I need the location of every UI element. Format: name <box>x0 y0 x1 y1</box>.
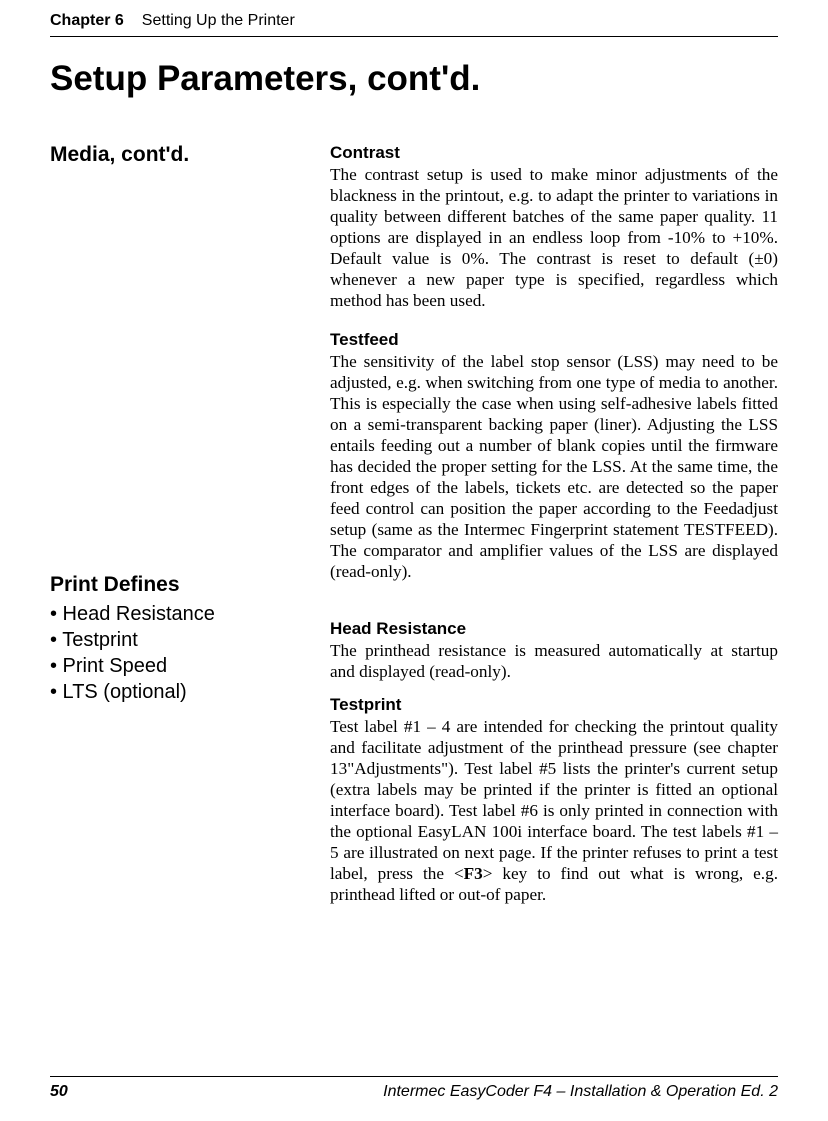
sidebar-media-heading: Media, cont'd. <box>50 143 300 167</box>
sidebar-print-defines-heading: Print Defines <box>50 573 300 597</box>
testprint-heading: Testprint <box>330 695 778 715</box>
head-resistance-heading: Head Resistance <box>330 619 778 639</box>
head-resistance-paragraph: The printhead resistance is measured aut… <box>330 641 778 683</box>
chapter-title: Setting Up the Printer <box>142 12 295 30</box>
page-header: Chapter 6 Setting Up the Printer <box>50 0 778 37</box>
bullet-lts: • LTS (optional) <box>50 679 300 705</box>
footer-text: Intermec EasyCoder F4 – Installation & O… <box>383 1083 778 1101</box>
testprint-key: F3 <box>464 864 483 883</box>
body-column: Contrast The contrast setup is used to m… <box>330 143 778 924</box>
content-columns: Media, cont'd. Print Defines • Head Resi… <box>50 143 778 924</box>
testprint-paragraph: Test label #1 – 4 are intended for check… <box>330 717 778 906</box>
page-number: 50 <box>50 1083 68 1101</box>
bullet-head-resistance: • Head Resistance <box>50 601 300 627</box>
testfeed-heading: Testfeed <box>330 330 778 350</box>
bullet-testprint: • Testprint <box>50 627 300 653</box>
page-title: Setup Parameters, cont'd. <box>50 59 778 99</box>
chapter-label: Chapter 6 <box>50 12 124 30</box>
sidebar-column: Media, cont'd. Print Defines • Head Resi… <box>50 143 300 924</box>
sidebar-spacer <box>50 171 300 573</box>
contrast-heading: Contrast <box>330 143 778 163</box>
testfeed-paragraph: The sensitivity of the label stop sensor… <box>330 352 778 583</box>
contrast-paragraph: The contrast setup is used to make minor… <box>330 165 778 312</box>
page-footer: 50 Intermec EasyCoder F4 – Installation … <box>50 1076 778 1101</box>
testprint-text-pre: Test label #1 – 4 are intended for check… <box>330 717 778 883</box>
bullet-print-speed: • Print Speed <box>50 653 300 679</box>
